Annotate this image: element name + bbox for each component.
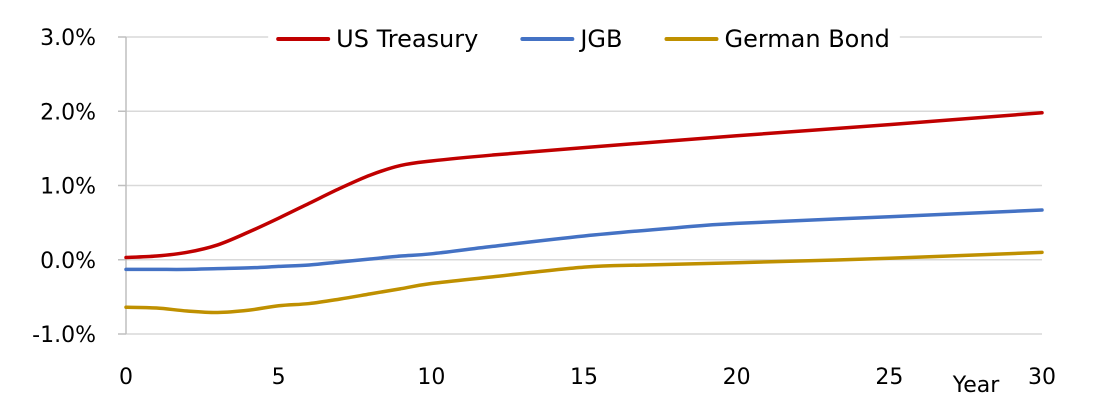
series-line-german-bond [124, 250, 1044, 315]
legend-label-jgb: JGB [578, 25, 622, 53]
x-tick-label: 10 [417, 365, 445, 390]
legend-background [268, 19, 900, 55]
grid-lines [126, 36, 1042, 335]
legend-label-german-bond: German Bond [724, 25, 889, 53]
legend: US Treasury JGB German Bond [268, 19, 900, 55]
x-tick-label: 30 [1028, 365, 1056, 390]
y-tick-label: 3.0% [40, 26, 96, 51]
y-tick-label: 0.0% [40, 249, 96, 274]
x-axis-label: Year [952, 373, 1001, 398]
series-line-jgb [124, 208, 1044, 272]
series-lines [124, 110, 1044, 315]
y-tick-label: -1.0% [32, 323, 96, 348]
legend-label-us-treasury: US Treasury [336, 25, 478, 53]
x-tick-label: 25 [875, 365, 903, 390]
x-tick-label: 0 [119, 365, 133, 390]
y-tick-label: 1.0% [40, 175, 96, 200]
x-tick-label: 20 [723, 365, 751, 390]
axes: -1.0% 0.0% 1.0% 2.0% 3.0% 0 5 10 15 20 25 30 [32, 26, 1056, 390]
y-tick-label: 2.0% [40, 100, 96, 125]
series-line-us-treasury [124, 110, 1044, 260]
x-tick-label: 15 [570, 365, 598, 390]
x-tick-label: 5 [272, 365, 286, 390]
